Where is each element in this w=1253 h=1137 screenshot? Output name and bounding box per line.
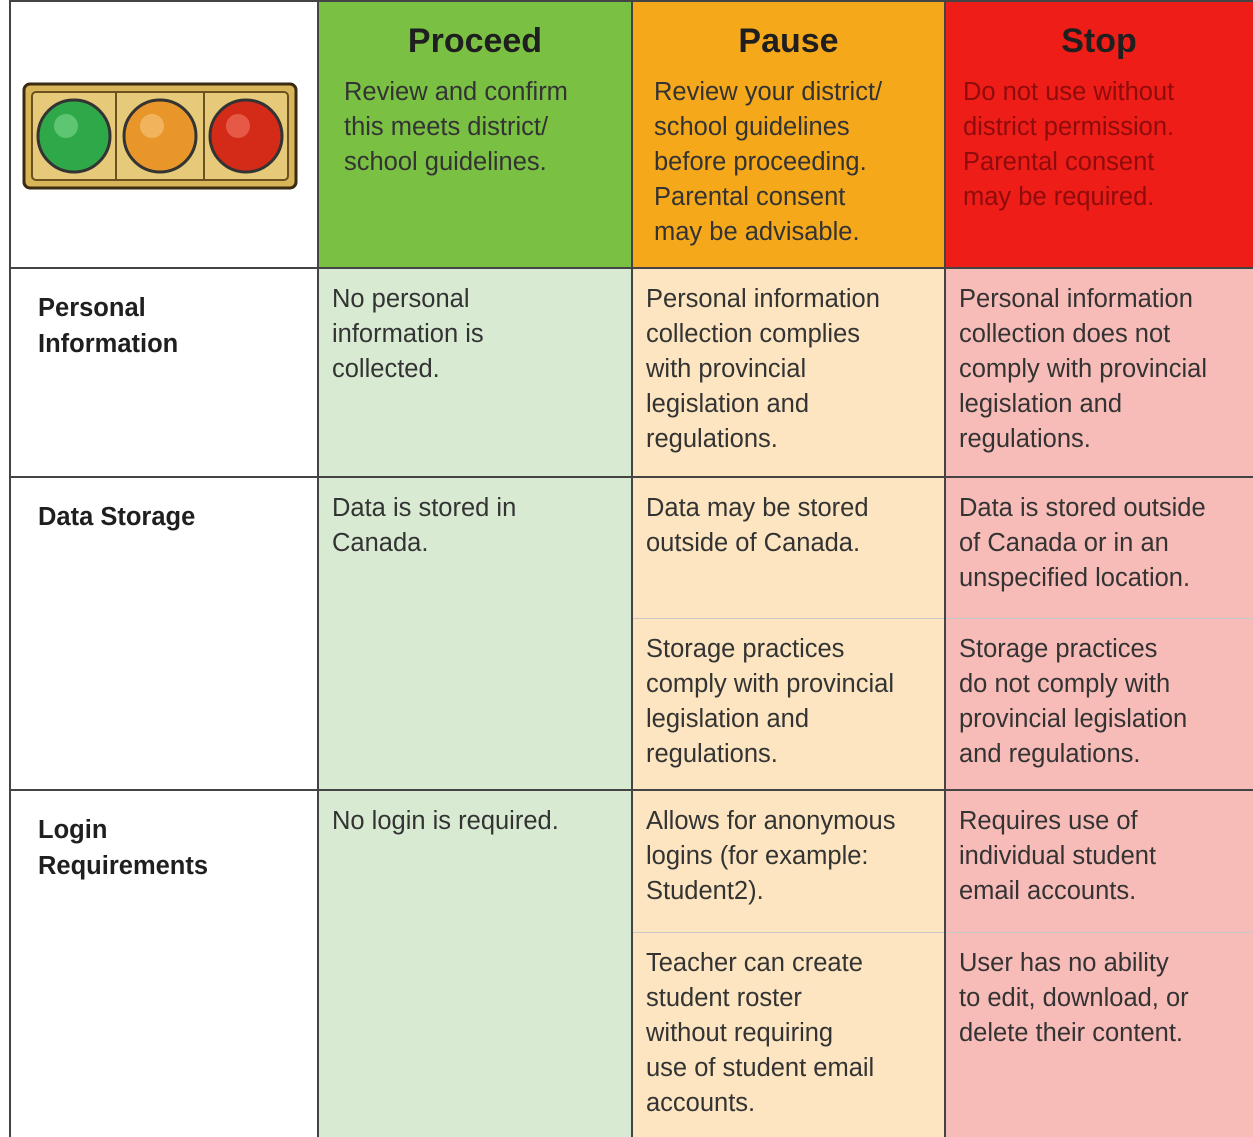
- cell: [318, 790, 632, 1137]
- header-cell: [945, 0, 1253, 268]
- cell-text: No personal information is collected.: [332, 285, 484, 383]
- cell-text: Personal information collection does not…: [959, 285, 1208, 453]
- cell-text: Requires use of individual student email…: [959, 807, 1157, 905]
- header-cell: [318, 0, 632, 268]
- column-border: [944, 0, 946, 1137]
- traffic-light-icon: [22, 82, 298, 190]
- cell-text: Personal information collection complies…: [646, 285, 880, 453]
- cell-divider: [632, 932, 945, 933]
- cell: [632, 477, 945, 790]
- cell-text: Data is stored in Canada.: [332, 494, 517, 557]
- cell-divider: [945, 932, 1253, 933]
- cell-divider: [632, 618, 945, 619]
- cell-text: Data may be stored outside of Canada.: [646, 494, 869, 557]
- cell: [318, 477, 632, 790]
- column-border: [631, 0, 633, 1137]
- cell-text: User has no ability to edit, download, o…: [959, 949, 1189, 1047]
- header-title: Stop: [1061, 22, 1137, 60]
- cell-text: Allows for anonymous logins (for example…: [646, 807, 896, 905]
- header-text: Review and confirm this meets district/ …: [344, 78, 568, 176]
- cell: [632, 790, 945, 1137]
- header-title: Proceed: [407, 22, 543, 60]
- row-label: Login Requirements: [38, 816, 209, 880]
- cell-text: Teacher can create student roster withou…: [646, 949, 875, 1117]
- cell: [632, 268, 945, 477]
- header-title: Pause: [738, 22, 839, 60]
- header-text: Review your district/ school guidelines …: [654, 78, 883, 246]
- cell: [945, 268, 1253, 477]
- header-text: Do not use without district permission. …: [963, 78, 1175, 211]
- cell-text: Storage practices comply with provincial…: [646, 635, 895, 768]
- column-border: [317, 0, 319, 1137]
- row-label: Personal Information: [38, 294, 179, 358]
- row-label: Data Storage: [38, 503, 196, 531]
- cell-text: No login is required.: [332, 807, 559, 835]
- cell: [945, 477, 1253, 790]
- header-cell: [632, 0, 945, 268]
- cell: [318, 268, 632, 477]
- cell-text: Storage practices do not comply with pro…: [959, 635, 1188, 768]
- column-border: [9, 0, 11, 1137]
- cell-text: Data is stored outside of Canada or in a…: [959, 494, 1206, 592]
- cell: [945, 790, 1253, 1137]
- cell-divider: [945, 618, 1253, 619]
